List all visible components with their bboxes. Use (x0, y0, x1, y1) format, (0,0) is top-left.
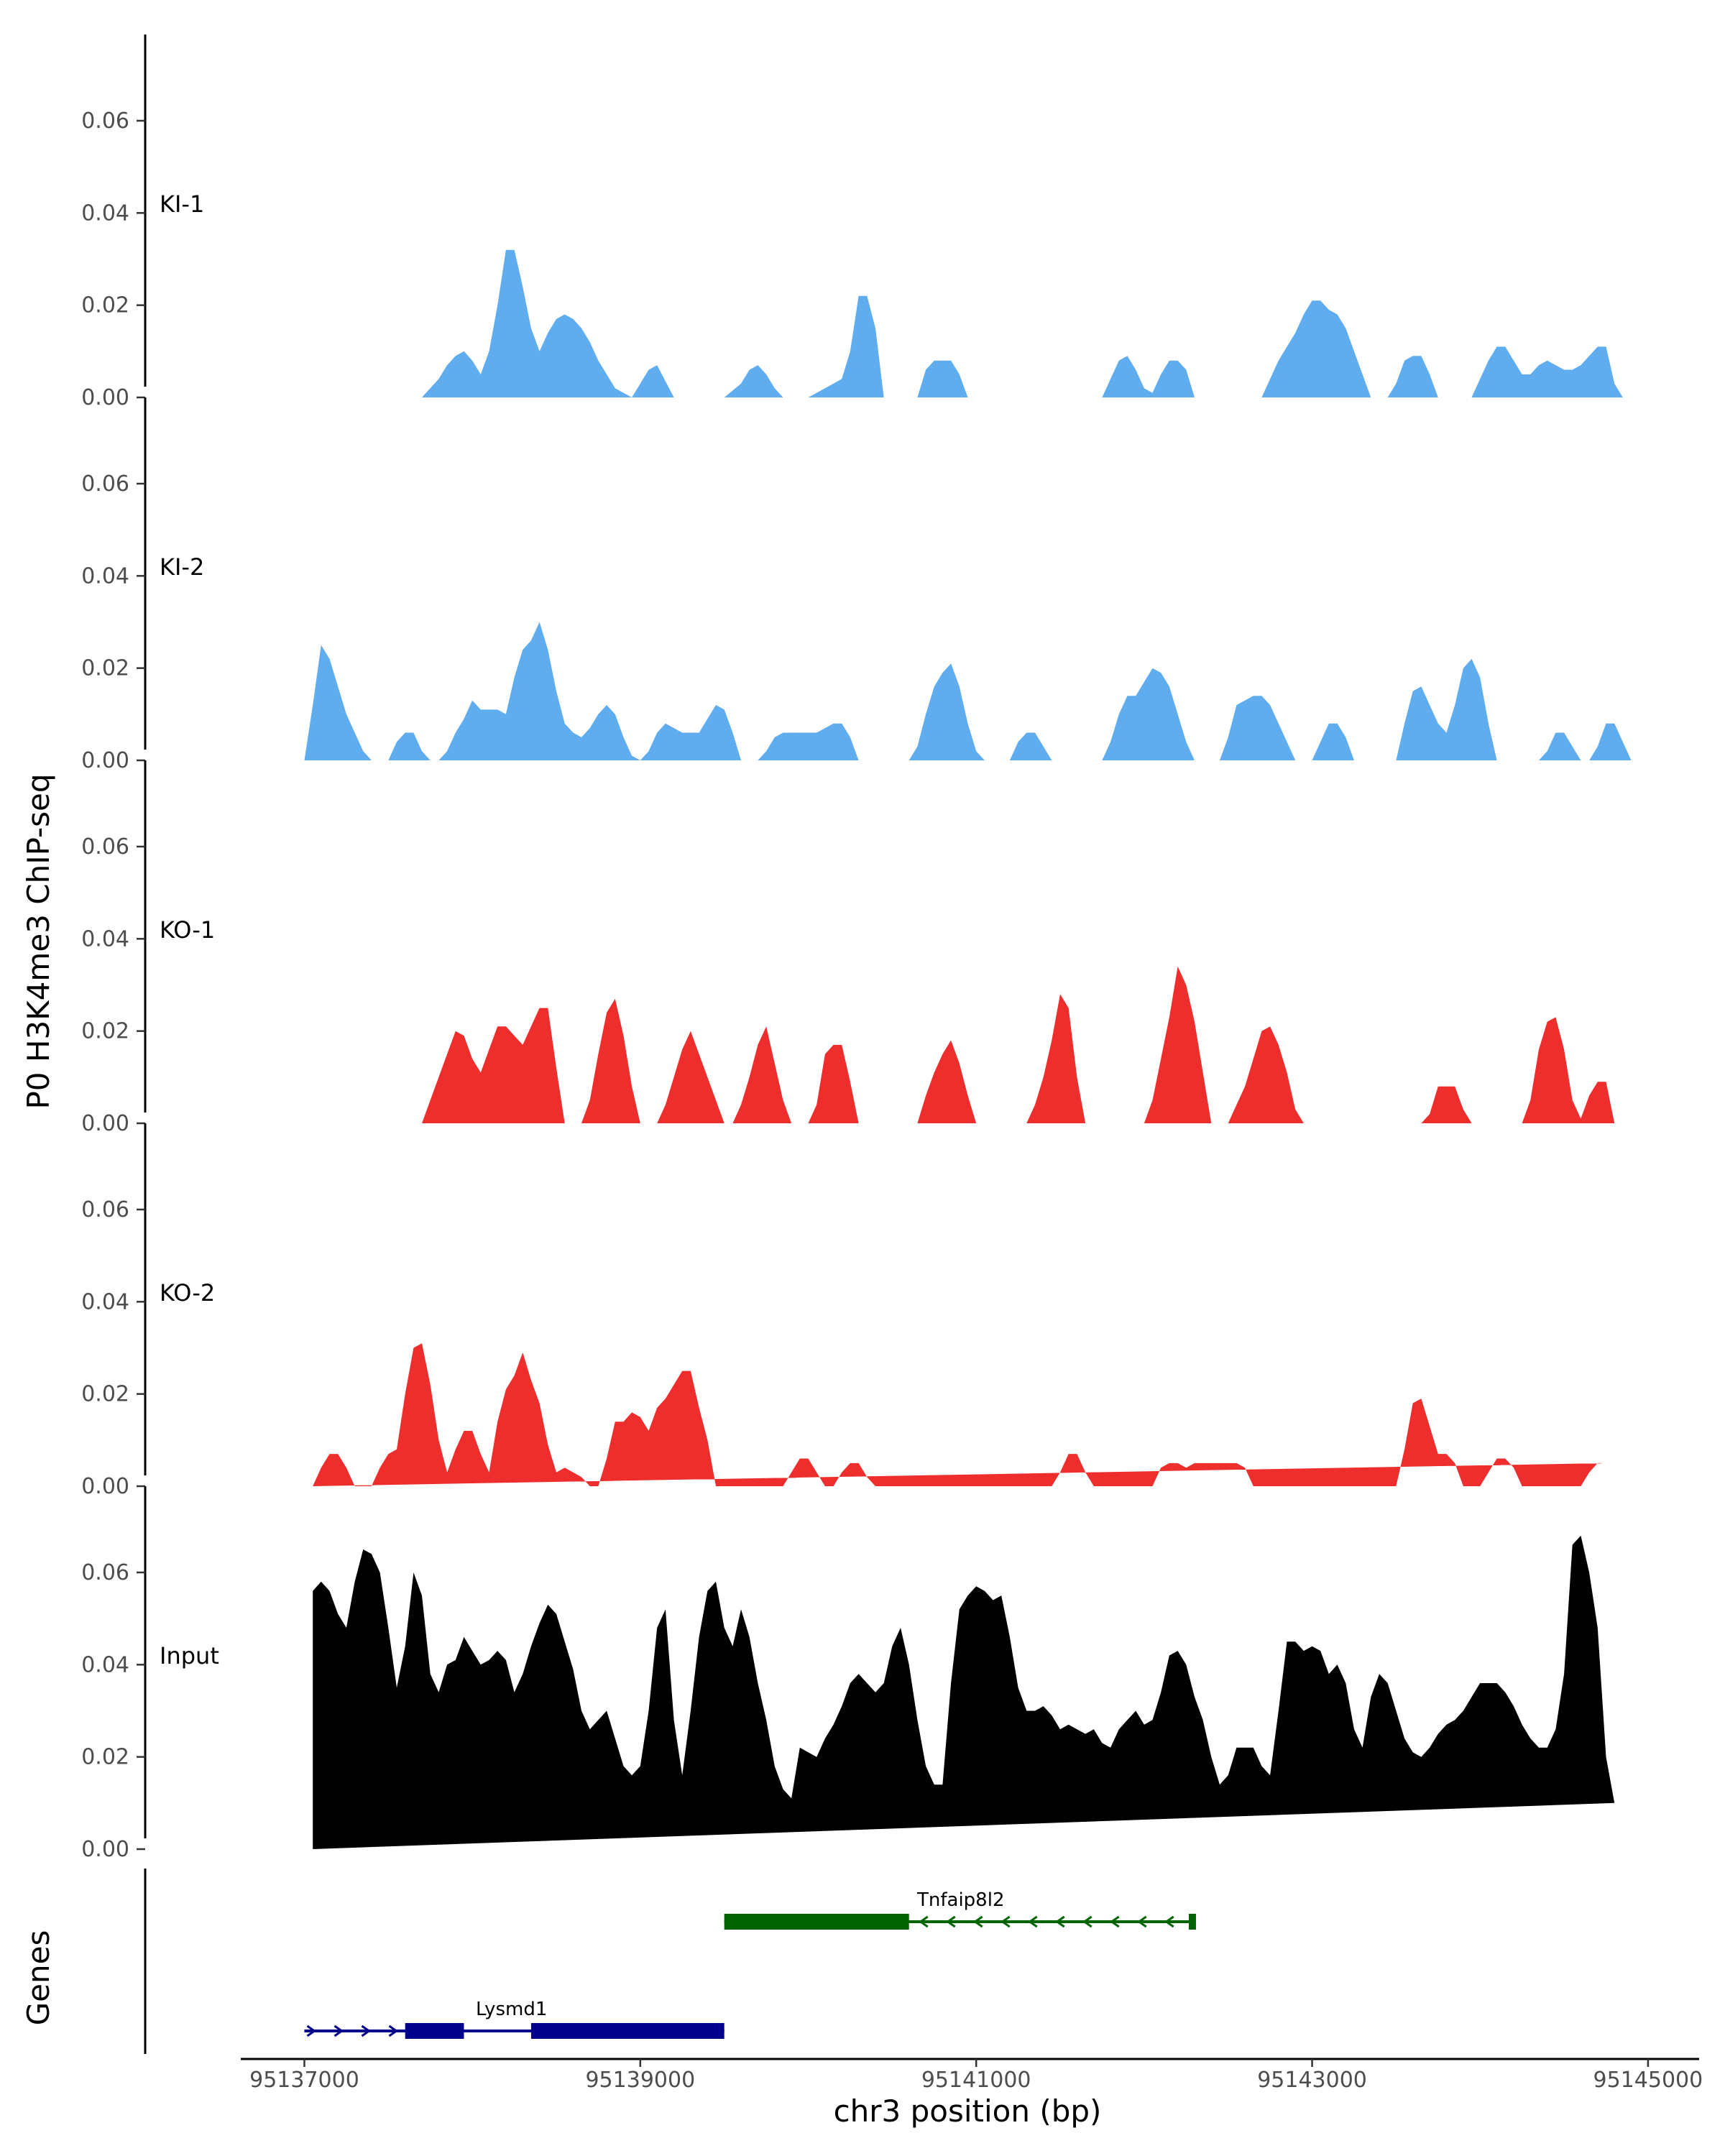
y-tick-label: 0.06 (81, 834, 129, 860)
strand-arrow (1137, 1915, 1147, 1928)
track-label-ki-1: KI-1 (160, 190, 204, 218)
y-tick-label: 0.00 (81, 1474, 129, 1499)
strand-arrow (946, 1915, 956, 1928)
x-axis: 95137000 95139000 95141000 95143000 95145000 (241, 2058, 1703, 2093)
y-axis-title: P0 H3K4me3 ChIP-seq (21, 773, 56, 1109)
x-tick-label: 95143000 (1257, 2068, 1367, 2093)
track-label-input: Input (160, 1642, 219, 1669)
y-tick-label: 0.00 (81, 385, 129, 410)
y-tick-label: 0.04 (81, 563, 129, 589)
strand-arrow (973, 1915, 983, 1928)
y-tick-label: 0.06 (81, 471, 129, 497)
y-tick-label: 0.06 (81, 109, 129, 134)
track-ko-2: 0.00 0.02 0.04 0.06 KO-2 (81, 1123, 1606, 1499)
gene-exon (530, 2023, 724, 2039)
strand-arrow (919, 1915, 929, 1928)
x-tick-label: 95139000 (585, 2068, 695, 2093)
y-tick-label: 0.06 (81, 1560, 129, 1585)
gene-label-lysmd1: Lysmd1 (476, 1999, 547, 2020)
strand-arrow (361, 2024, 372, 2037)
strand-arrow (1110, 1915, 1120, 1928)
genes-axis-title: Genes (21, 1930, 56, 2026)
coverage-area-ko-1 (422, 966, 1648, 1123)
y-tick-label: 0.04 (81, 1652, 129, 1677)
track-label-ko-1: KO-1 (160, 916, 215, 944)
y-tick-label: 0.00 (81, 1837, 129, 1862)
gene-exon (724, 1914, 909, 1930)
strand-arrow (1082, 1915, 1092, 1928)
x-tick-label: 95137000 (249, 2068, 359, 2093)
x-axis-title: chr3 position (bp) (834, 2093, 1102, 2129)
y-tick-label: 0.00 (81, 1111, 129, 1136)
track-ko-1: 0.00 0.02 0.04 0.06 KO-1 (81, 760, 1648, 1136)
coverage-area-ki-1 (422, 249, 1657, 397)
strand-arrow (388, 2024, 399, 2037)
track-ki-1: 0.00 0.02 0.04 0.06 KI-1 (81, 34, 1657, 410)
gene-annotation-track: Tnfaip8l2 Lysmd1 (144, 1869, 1196, 2054)
gene-exon (1188, 1914, 1196, 1930)
coverage-tracks: 0.00 0.02 0.04 0.06 KI-1 0.00 0.02 0.04 0.06 KI-2… (81, 34, 1657, 1862)
gene-exon (405, 2023, 464, 2039)
track-input: 0.00 0.02 0.04 0.06 Input (81, 1486, 1615, 1862)
y-tick-label: 0.02 (81, 1745, 129, 1770)
y-tick-label: 0.02 (81, 656, 129, 681)
y-tick-label: 0.00 (81, 748, 129, 773)
strand-arrow (334, 2024, 344, 2037)
track-ki-2: 0.00 0.02 0.04 0.06 KI-2 (81, 397, 1632, 773)
coverage-area-ko-2 (313, 1343, 1606, 1486)
strand-arrow (306, 2024, 317, 2037)
coverage-area-ki-2 (304, 622, 1632, 760)
track-label-ki-2: KI-2 (160, 553, 204, 581)
strand-arrow (1000, 1915, 1011, 1928)
gene-label-tnfaip8l2: Tnfaip8l2 (916, 1889, 1004, 1911)
x-tick-label: 95145000 (1593, 2068, 1703, 2093)
gene-tnfaip8l2: Tnfaip8l2 (724, 1889, 1196, 1930)
y-tick-label: 0.02 (81, 293, 129, 318)
y-tick-label: 0.02 (81, 1382, 129, 1407)
y-tick-label: 0.06 (81, 1197, 129, 1222)
strand-arrow (1164, 1915, 1174, 1928)
x-tick-label: 95141000 (921, 2068, 1031, 2093)
strand-arrow (1028, 1915, 1038, 1928)
y-tick-label: 0.04 (81, 201, 129, 226)
gene-lysmd1: Lysmd1 (304, 1999, 724, 2039)
y-tick-label: 0.04 (81, 1289, 129, 1314)
track-label-ko-2: KO-2 (160, 1279, 215, 1307)
coverage-area-input (313, 1535, 1615, 1849)
y-tick-label: 0.02 (81, 1019, 129, 1044)
strand-arrow (1055, 1915, 1065, 1928)
y-tick-label: 0.04 (81, 926, 129, 952)
